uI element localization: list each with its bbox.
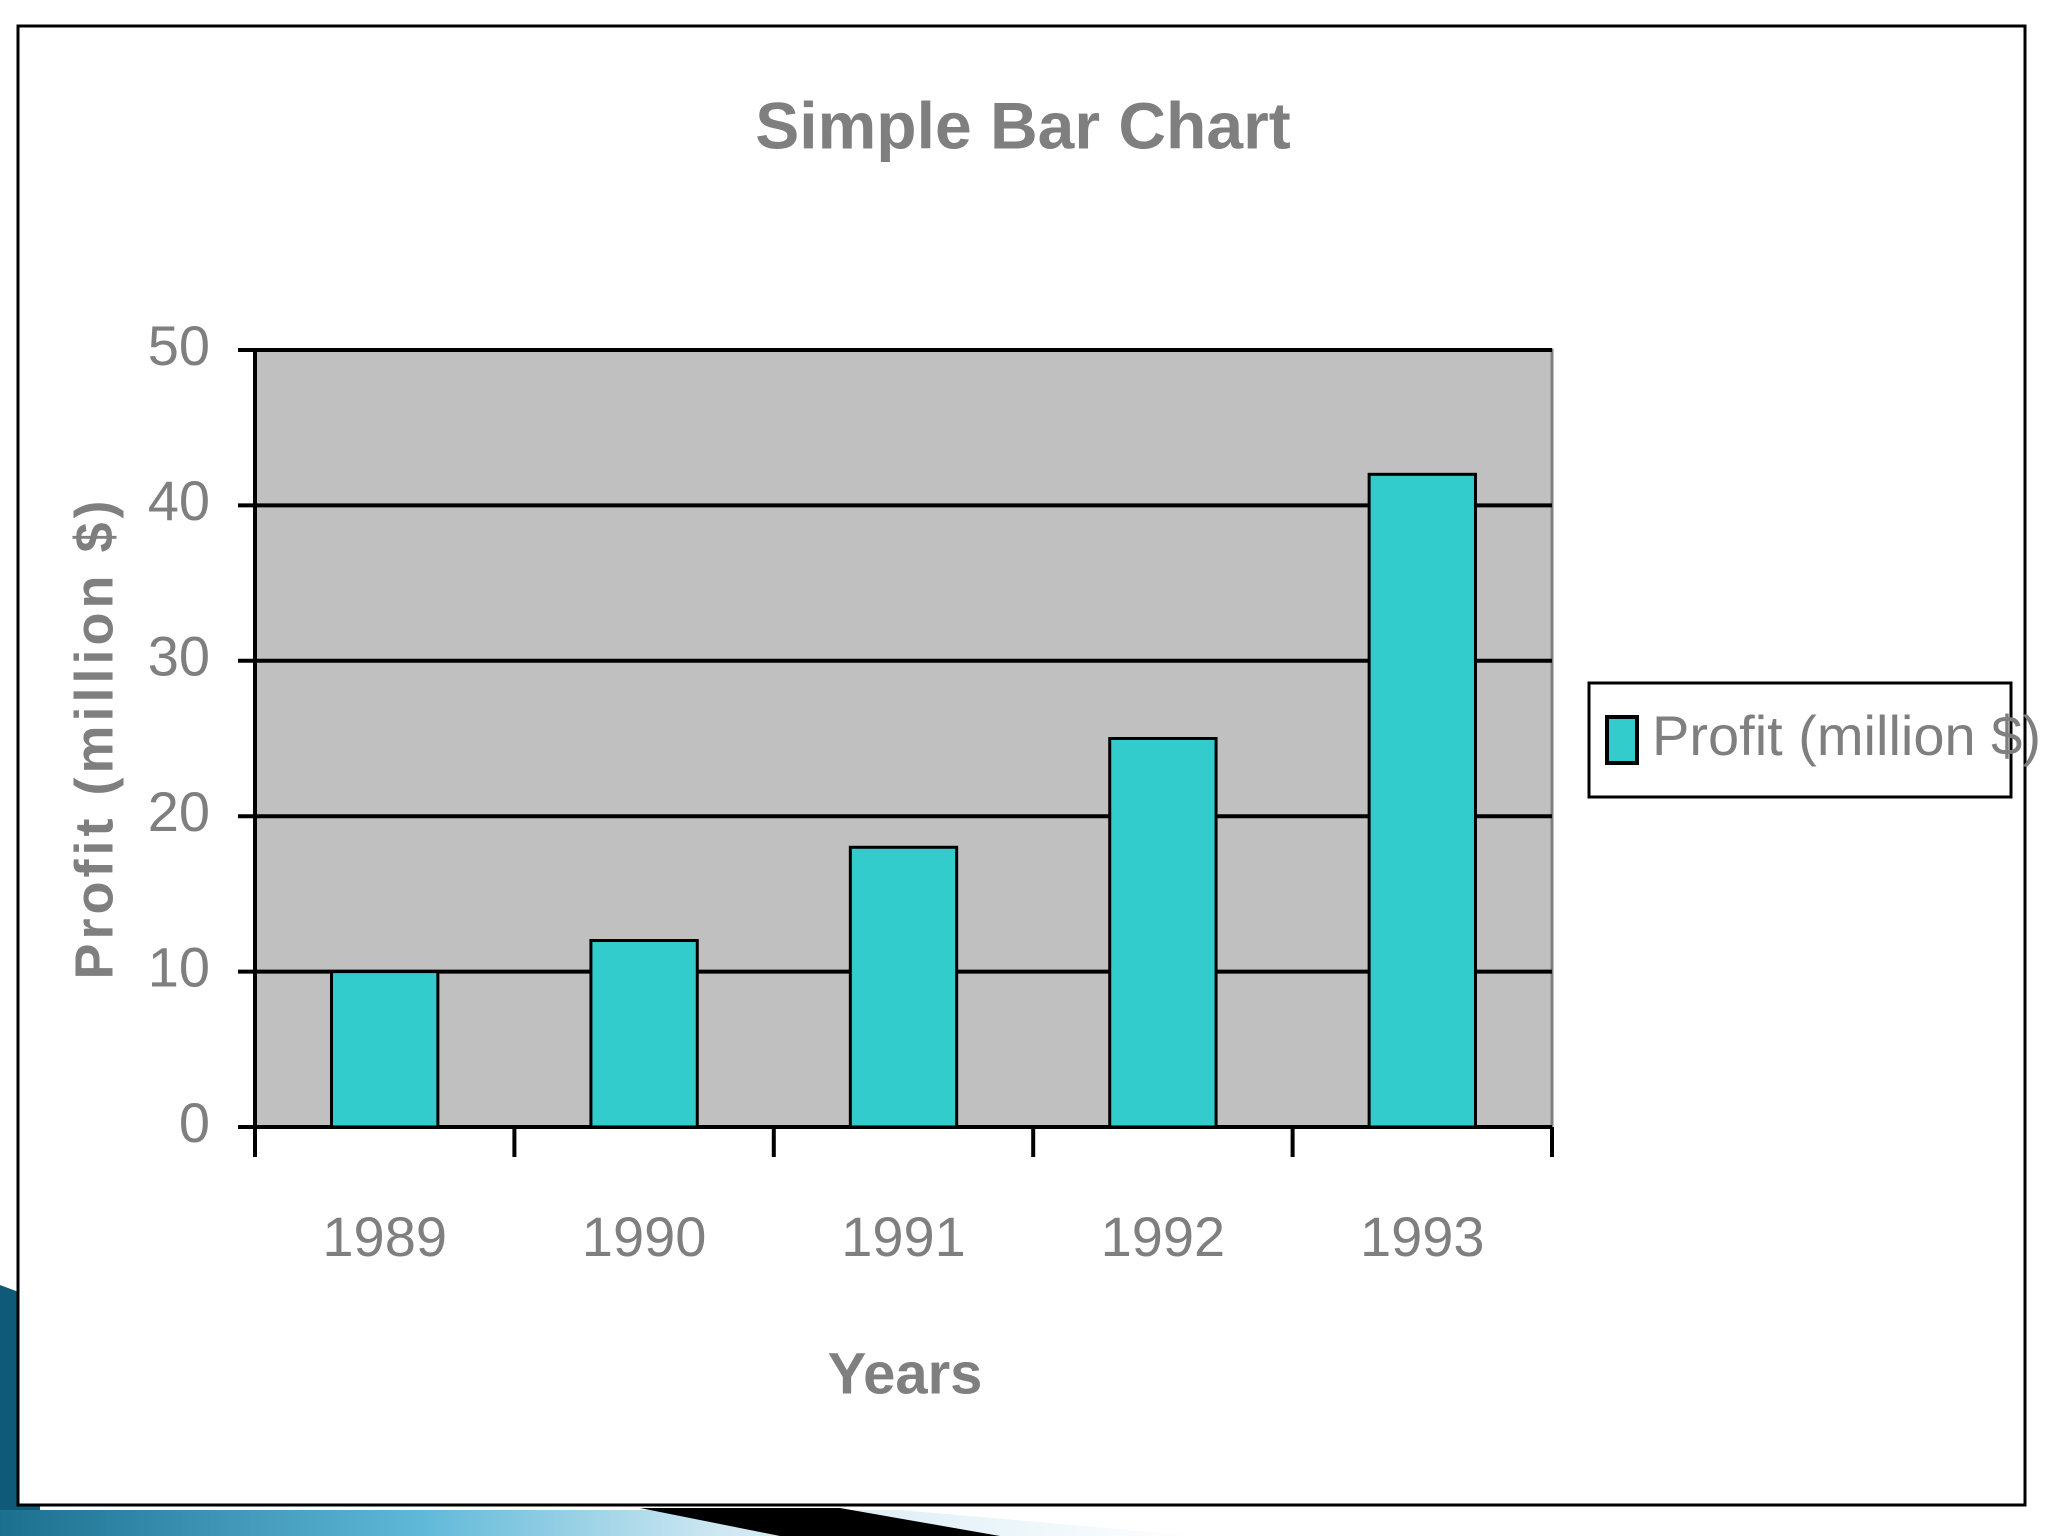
bar <box>1367 472 1477 1129</box>
bar <box>589 939 699 1129</box>
chart-title: Simple Bar Chart <box>755 88 1290 162</box>
y-tick-label: 20 <box>148 780 210 843</box>
x-axis-label: Years <box>828 1341 983 1406</box>
x-tick-label: 1989 <box>322 1205 447 1268</box>
legend-box <box>1587 681 2013 799</box>
y-tick-label: 0 <box>179 1091 210 1154</box>
y-tick-label: 50 <box>148 314 210 377</box>
x-tick-label: 1992 <box>1101 1205 1226 1268</box>
y-axis-label: Profit (million $) <box>64 497 124 980</box>
bar <box>1108 737 1218 1129</box>
decoration <box>640 1508 1000 1536</box>
x-tick-label: 1990 <box>582 1205 707 1268</box>
legend-swatch <box>1605 715 1639 765</box>
y-tick-label: 40 <box>148 469 210 532</box>
decoration <box>0 1510 1200 1536</box>
bar <box>848 845 959 1129</box>
bar <box>330 970 440 1129</box>
y-tick-label: 10 <box>148 935 210 998</box>
x-tick-label: 1993 <box>1360 1205 1485 1268</box>
y-tick-label: 30 <box>148 625 210 688</box>
legend-label: Profit (million $) <box>1652 704 2041 767</box>
x-tick-label: 1991 <box>841 1205 966 1268</box>
